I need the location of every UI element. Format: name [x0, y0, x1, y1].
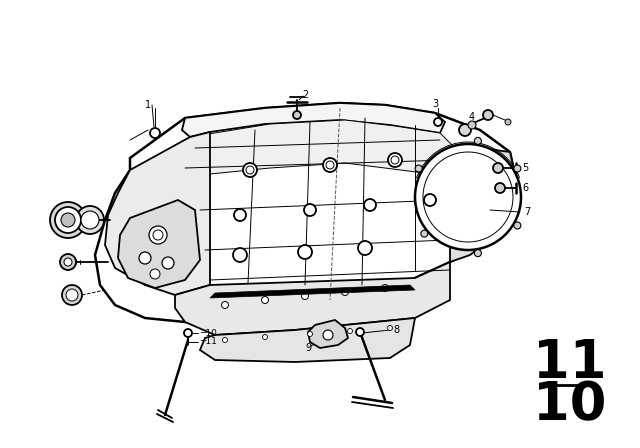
Circle shape [459, 124, 471, 136]
Text: 5: 5 [522, 163, 528, 173]
Circle shape [304, 204, 316, 216]
Text: 10: 10 [533, 379, 607, 431]
Text: 4: 4 [469, 112, 475, 122]
Circle shape [323, 158, 337, 172]
Circle shape [162, 257, 174, 269]
Text: 9: 9 [305, 343, 311, 353]
Circle shape [388, 153, 402, 167]
Text: 8: 8 [393, 325, 399, 335]
Polygon shape [95, 103, 515, 322]
Circle shape [298, 245, 312, 259]
Circle shape [356, 328, 364, 336]
Circle shape [149, 226, 167, 244]
Circle shape [415, 165, 422, 172]
Circle shape [66, 289, 78, 301]
Polygon shape [118, 200, 200, 288]
Circle shape [223, 337, 227, 343]
Circle shape [483, 110, 493, 120]
Text: 6: 6 [522, 183, 528, 193]
Circle shape [505, 119, 511, 125]
Circle shape [293, 111, 301, 119]
Polygon shape [175, 262, 450, 335]
Circle shape [50, 202, 86, 238]
Circle shape [60, 254, 76, 270]
Circle shape [474, 250, 481, 257]
Circle shape [301, 293, 308, 300]
Circle shape [64, 258, 72, 266]
Circle shape [415, 144, 521, 250]
Circle shape [55, 207, 81, 233]
Polygon shape [105, 132, 210, 295]
Text: 1: 1 [145, 100, 151, 110]
Circle shape [342, 289, 349, 296]
Circle shape [307, 332, 312, 336]
Circle shape [233, 248, 247, 262]
Circle shape [514, 222, 521, 229]
Circle shape [139, 252, 151, 264]
Circle shape [150, 128, 160, 138]
Circle shape [387, 326, 392, 331]
Polygon shape [175, 120, 455, 175]
Circle shape [434, 118, 442, 126]
Polygon shape [210, 285, 415, 298]
Circle shape [421, 230, 428, 237]
Text: 3: 3 [432, 99, 438, 109]
Polygon shape [182, 103, 445, 137]
Text: 2: 2 [302, 90, 308, 100]
Text: ─10: ─10 [200, 328, 217, 337]
Polygon shape [308, 320, 348, 348]
Circle shape [468, 121, 476, 129]
Circle shape [358, 241, 372, 255]
Text: ─11: ─11 [200, 337, 217, 346]
Circle shape [493, 163, 503, 173]
Text: 7: 7 [524, 207, 531, 217]
Circle shape [150, 269, 160, 279]
Circle shape [474, 138, 481, 144]
Circle shape [323, 330, 333, 340]
Text: 11: 11 [533, 337, 607, 389]
Circle shape [243, 163, 257, 177]
Circle shape [184, 329, 192, 337]
Circle shape [262, 297, 269, 303]
Circle shape [234, 209, 246, 221]
Circle shape [76, 206, 104, 234]
Circle shape [495, 183, 505, 193]
Circle shape [348, 328, 353, 333]
Circle shape [81, 211, 99, 229]
Circle shape [61, 213, 75, 227]
Polygon shape [450, 148, 515, 262]
Circle shape [381, 284, 388, 292]
Polygon shape [200, 318, 415, 362]
Circle shape [364, 199, 376, 211]
Circle shape [514, 165, 521, 172]
Circle shape [262, 335, 268, 340]
Circle shape [221, 302, 228, 309]
Circle shape [424, 194, 436, 206]
Circle shape [62, 285, 82, 305]
